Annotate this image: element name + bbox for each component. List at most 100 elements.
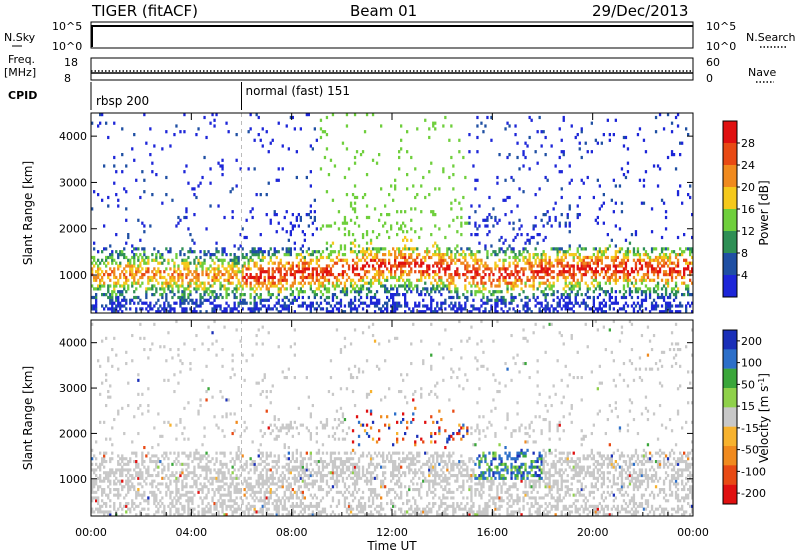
scatter-cell — [191, 476, 194, 480]
scatter-cell — [414, 270, 417, 274]
scatter-cell — [245, 301, 248, 305]
scatter-cell — [123, 462, 126, 466]
scatter-cell — [373, 275, 377, 280]
scatter-cell — [133, 264, 136, 268]
scatter-cell — [121, 270, 124, 274]
scatter-cell — [109, 460, 112, 464]
scatter-cell — [191, 238, 194, 242]
scatter-cell — [402, 255, 405, 260]
scatter-cell — [572, 255, 575, 260]
scatter-cell — [474, 307, 477, 311]
scatter-cell — [109, 395, 112, 399]
scatter-cell — [297, 261, 300, 265]
scatter-cell — [143, 465, 146, 469]
scatter-cell — [165, 482, 168, 486]
scatter-cell — [151, 482, 154, 486]
scatter-cell — [566, 284, 569, 288]
scatter-cell — [528, 115, 531, 120]
scatter-cell — [480, 281, 483, 285]
scatter-cell — [378, 250, 381, 254]
scatter-cell — [656, 184, 660, 188]
scatter-cell — [359, 301, 363, 305]
scatter-cell — [201, 499, 204, 503]
scatter-cell — [295, 287, 298, 291]
scatter-cell — [287, 267, 290, 271]
scatter-cell — [195, 133, 198, 137]
scatter-cell — [97, 275, 100, 280]
scatter-cell — [249, 210, 252, 214]
scatter-cell — [380, 270, 383, 274]
scatter-cell — [259, 443, 262, 447]
scatter-cell — [560, 255, 563, 260]
scatter-cell — [638, 278, 642, 282]
scatter-cell — [173, 275, 176, 280]
scatter-cell — [267, 270, 270, 274]
scatter-cell — [147, 275, 150, 280]
scatter-cell — [546, 304, 549, 308]
scatter-cell — [279, 290, 282, 294]
scatter-cell — [111, 304, 114, 308]
scatter-cell — [207, 287, 210, 291]
scatter-cell — [135, 307, 138, 311]
scatter-cell — [139, 298, 142, 302]
scatter-cell — [177, 284, 180, 288]
scatter-cell — [392, 293, 395, 297]
scatter-cell — [167, 281, 170, 285]
scatter-cell — [634, 230, 638, 234]
scatter-cell — [654, 290, 658, 294]
scatter-cell — [257, 133, 260, 137]
scatter-cell — [568, 253, 571, 257]
scatter-cell — [456, 250, 459, 254]
scatter-cell — [327, 224, 331, 228]
scatter-cell — [197, 304, 200, 308]
scatter-cell — [524, 304, 527, 308]
scatter-cell — [301, 255, 304, 260]
scatter-cell — [576, 261, 579, 265]
scatter-cell — [398, 253, 401, 257]
scatter-cell — [259, 499, 262, 503]
scatter-cell — [141, 281, 144, 285]
scatter-cell — [105, 502, 108, 506]
scatter-cell — [275, 468, 278, 472]
scatter-cell — [253, 310, 256, 314]
scatter-cell — [584, 273, 587, 277]
scatter-cell — [373, 255, 377, 260]
scatter-cell — [530, 270, 533, 274]
scatter-cell — [544, 213, 547, 217]
scatter-cell — [119, 261, 122, 265]
scatter-cell — [442, 301, 445, 305]
scatter-cell — [349, 290, 353, 294]
scatter-cell — [327, 255, 331, 260]
scatter-cell — [566, 295, 569, 300]
scatter-cell — [420, 275, 423, 280]
scatter-cell — [550, 284, 553, 288]
scatter-cell — [311, 250, 314, 254]
scatter-cell — [604, 255, 607, 260]
scatter-cell — [281, 298, 284, 302]
scatter-cell — [420, 270, 423, 274]
scatter-cell — [247, 261, 250, 265]
scatter-cell — [691, 310, 694, 314]
scatter-cell — [430, 310, 433, 314]
scatter-cell — [650, 270, 654, 274]
scatter-cell — [223, 267, 226, 271]
scatter-cell — [201, 485, 204, 489]
scatter-cell — [640, 293, 644, 297]
scatter-cell — [269, 451, 272, 455]
scatter-cell — [283, 499, 286, 503]
scatter-cell — [143, 336, 146, 340]
scatter-cell — [624, 261, 628, 265]
scatter-cell — [315, 250, 318, 254]
scatter-cell — [111, 298, 114, 302]
scatter-cell — [223, 502, 226, 506]
scatter-cell — [512, 298, 515, 302]
scatter-cell — [307, 267, 310, 271]
scatter-cell — [297, 295, 300, 300]
scatter-cell — [287, 457, 290, 461]
scatter-cell — [524, 255, 527, 260]
scatter-cell — [151, 454, 154, 458]
scatter-cell — [528, 298, 531, 302]
scatter-cell — [107, 261, 110, 265]
scatter-cell — [259, 233, 262, 237]
scatter-cell — [580, 258, 583, 262]
